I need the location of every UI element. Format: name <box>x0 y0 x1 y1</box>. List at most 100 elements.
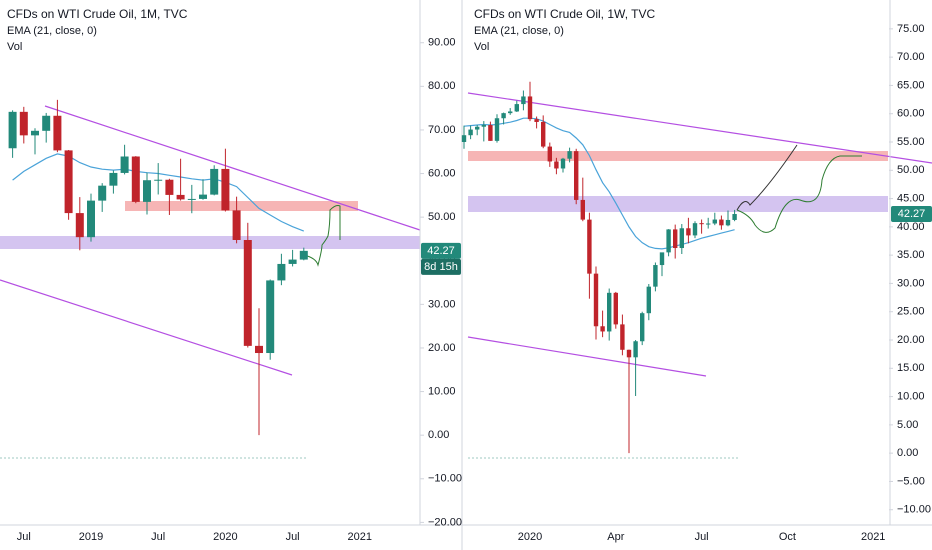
x-tick-label: Jul <box>151 531 165 543</box>
candle-body <box>266 280 275 354</box>
chart-title: CFDs on WTI Crude Oil, 1W, TVC <box>474 7 655 21</box>
candle-body <box>232 210 241 240</box>
candle-body <box>508 111 513 114</box>
candle-body <box>580 199 585 220</box>
x-tick-label: 2021 <box>861 531 885 543</box>
trend-line <box>0 279 293 376</box>
candle-body <box>488 125 493 141</box>
candle-body <box>653 265 658 287</box>
candle-body <box>679 228 684 249</box>
y-tick-label: 70.00 <box>897 51 925 63</box>
candle-body <box>277 263 286 281</box>
y-tick-label: 20.00 <box>428 342 456 354</box>
candle-body <box>53 115 62 151</box>
candle-body <box>712 219 717 224</box>
candle-body <box>574 151 579 200</box>
candle-body <box>98 185 107 201</box>
candle-body <box>527 96 533 120</box>
forecast-path <box>736 144 798 211</box>
candle-body <box>514 104 519 112</box>
y-tick-label: 5.00 <box>897 419 918 431</box>
trend-line <box>467 336 707 377</box>
forecast-path <box>736 155 862 233</box>
candle-body <box>659 252 665 266</box>
y-tick-label: 30.00 <box>428 298 456 310</box>
candle-body <box>165 179 174 195</box>
candle-body <box>19 111 28 136</box>
forecast-path <box>303 205 341 267</box>
y-tick-label: 0.00 <box>428 429 449 441</box>
y-tick-label: −5.00 <box>897 475 925 487</box>
countdown-label: 8d 15h <box>424 261 458 273</box>
candle-body <box>706 223 711 225</box>
candle-body <box>501 113 506 119</box>
candle-body <box>109 172 118 186</box>
candle-body <box>221 168 230 211</box>
y-tick-label: 50.00 <box>428 211 456 223</box>
y-tick-label: −20.00 <box>428 516 462 528</box>
candle-body <box>143 180 151 202</box>
y-tick-label: 25.00 <box>897 306 925 318</box>
volume-label: Vol <box>474 41 489 53</box>
candle-body <box>534 119 539 122</box>
x-tick-label: 2020 <box>213 531 237 543</box>
candle-body <box>666 229 671 253</box>
y-tick-label: 55.00 <box>897 136 925 148</box>
candle-body <box>8 111 17 149</box>
y-tick-label: 0.00 <box>897 447 918 459</box>
candle-body <box>120 156 129 173</box>
countdown-box <box>421 258 461 275</box>
candle-body <box>587 219 592 274</box>
support-zone <box>468 196 888 212</box>
candle-body <box>31 130 39 136</box>
x-tick-label: 2021 <box>348 531 372 543</box>
y-tick-label: 35.00 <box>897 249 925 261</box>
candle-body <box>541 121 546 147</box>
candle-body <box>732 214 737 220</box>
last-price-box <box>421 242 461 259</box>
candle-body <box>481 125 486 127</box>
candle-body <box>673 229 678 249</box>
candle-body <box>547 146 552 162</box>
candle-body <box>633 341 638 358</box>
x-tick-label: Jul <box>695 531 709 543</box>
y-tick-label: 40.00 <box>897 221 925 233</box>
candle-body <box>299 250 308 260</box>
y-tick-label: 70.00 <box>428 124 456 136</box>
ema-line <box>463 117 735 250</box>
candle-body <box>42 115 51 131</box>
y-tick-label: 90.00 <box>428 37 456 49</box>
indicator-label: EMA (21, close, 0) <box>474 25 564 37</box>
candle-body <box>646 286 651 314</box>
candle-body <box>288 259 297 264</box>
candle-body <box>620 324 625 350</box>
candle-body <box>567 151 572 159</box>
x-tick-label: 2020 <box>518 531 542 543</box>
indicator-label: EMA (21, close, 0) <box>7 25 97 37</box>
x-tick-label: Apr <box>607 531 624 543</box>
candle-body <box>461 135 467 142</box>
last-price-label: 42.27 <box>898 208 926 220</box>
y-tick-label: 75.00 <box>897 23 925 35</box>
y-tick-label: −10.00 <box>897 504 931 516</box>
candle-body <box>64 150 73 214</box>
candle-body <box>75 213 84 238</box>
candle-body <box>560 158 566 169</box>
y-tick-label: 10.00 <box>428 385 456 397</box>
volume-label: Vol <box>7 41 22 53</box>
candle-body <box>255 345 263 354</box>
x-tick-label: Oct <box>779 531 796 543</box>
y-tick-label: 30.00 <box>897 277 925 289</box>
y-tick-label: 80.00 <box>428 80 456 92</box>
candle-body <box>640 313 645 342</box>
candle-body <box>719 219 724 226</box>
candle-body <box>692 223 698 236</box>
candle-body <box>699 223 704 225</box>
support-zone <box>0 236 420 249</box>
candle-body <box>725 219 731 226</box>
x-tick-label: 2019 <box>79 531 103 543</box>
chart-title: CFDs on WTI Crude Oil, 1M, TVC <box>7 7 188 21</box>
x-tick-label: Jul <box>17 531 31 543</box>
